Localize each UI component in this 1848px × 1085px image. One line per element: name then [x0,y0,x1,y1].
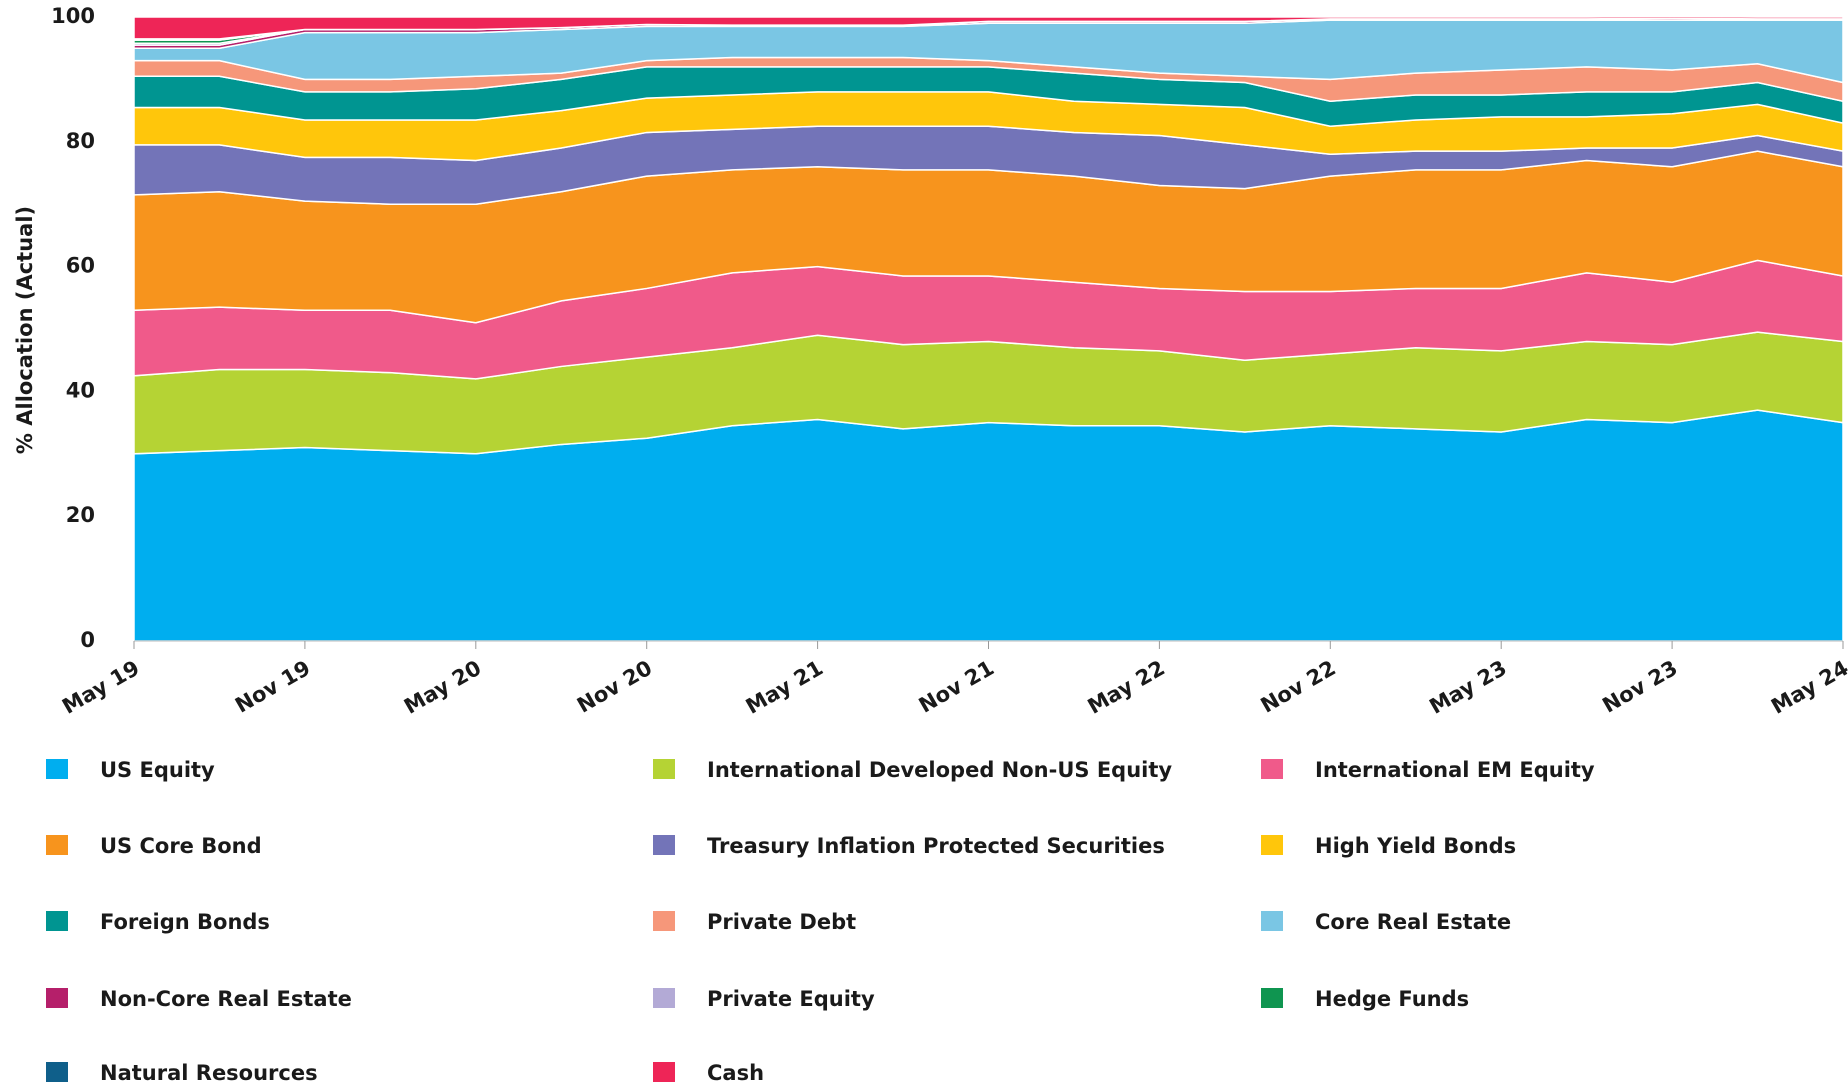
legend-label: Core Real Estate [1315,910,1511,934]
y-tick-label: 20 [66,503,95,527]
y-tick-label: 0 [80,628,95,652]
legend-swatch [46,911,68,931]
legend-label: Private Debt [707,910,856,934]
x-tick-label: May 19 [58,656,143,719]
x-tick-label: May 23 [1425,656,1510,719]
x-tick-label: May 20 [400,656,485,719]
legend-label: US Core Bond [100,834,262,858]
y-tick-label: 40 [66,378,95,402]
x-tick-label: Nov 23 [1598,656,1681,718]
y-tick-label: 60 [66,254,95,278]
area [133,15,1844,40]
x-tick-label: May 22 [1084,656,1169,719]
plot-area [133,15,1844,642]
legend-label: Foreign Bonds [100,910,270,934]
legend-swatch [653,911,675,931]
legend-label: Treasury Inflation Protected Securities [707,834,1165,858]
y-tick-label: 80 [66,129,95,153]
legend-swatch [1261,911,1283,931]
legend-swatch [653,1062,675,1082]
legend-label: International Developed Non-US Equity [707,758,1172,782]
legend-label: Hedge Funds [1315,987,1469,1011]
legend-label: International EM Equity [1315,758,1595,782]
legend-label: US Equity [100,758,215,782]
x-tick-label: Nov 21 [915,656,998,718]
legend-swatch [653,759,675,779]
y-axis-label: % Allocation (Actual) [13,206,37,454]
x-tick-label: Nov 20 [573,656,656,718]
legend-label: High Yield Bonds [1315,834,1516,858]
legend-swatch [1261,759,1283,779]
x-tick-label: Nov 19 [231,656,314,718]
legend-swatch [1261,835,1283,855]
y-tick-label: 100 [51,4,95,28]
legend-swatch [1261,988,1283,1008]
legend-swatch [653,835,675,855]
legend-label: Non-Core Real Estate [100,987,352,1011]
x-tick-label: May 21 [742,656,827,719]
legend-swatch [46,1062,68,1082]
legend-swatch [46,759,68,779]
legend-swatch [46,988,68,1008]
legend-swatch [46,835,68,855]
x-tick-label: Nov 22 [1257,656,1340,718]
legend-label: Private Equity [707,987,875,1011]
legend-swatch [653,988,675,1008]
legend-label: Cash [707,1061,764,1085]
legend-label: Natural Resources [100,1061,318,1085]
x-tick-label: May 24 [1767,656,1848,719]
